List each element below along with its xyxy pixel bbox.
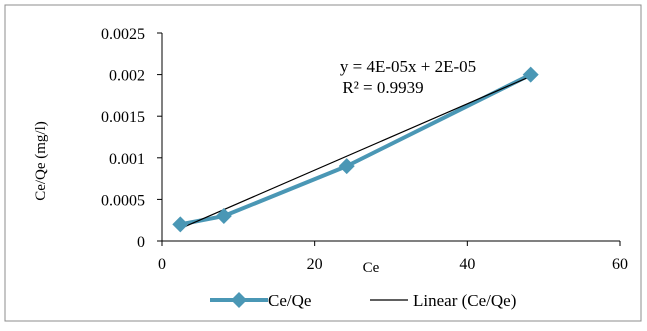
x-tick-label-60: 60 [612,256,628,273]
series-line-ce-qe [179,72,532,227]
series-layer [172,66,539,233]
x-tick-group: 0 20 40 60 [158,241,628,273]
trendline-equation: y = 4E-05x + 2E-05 [340,57,476,76]
trendline-r-squared: R² = 0.9939 [342,78,423,97]
data-point-ce-qe-4 [522,66,539,83]
series-line-linear-trendline [180,75,531,230]
y-tick-label-0-0005: 0.0005 [101,192,145,209]
x-axis-label: Ce [363,260,380,276]
data-point-ce-qe-1 [172,216,189,233]
data-point-ce-qe-2 [215,208,232,225]
data-point-ce-qe-3 [338,158,355,175]
y-tick-label-0-001: 0.001 [109,151,145,168]
x-tick-label-40: 40 [459,256,475,273]
legend: Ce/Qe Linear (Ce/Qe) [210,291,516,310]
x-tick-label-20: 20 [307,256,323,273]
legend-swatch-ce-qe-marker [231,292,247,308]
y-tick-label-0-0015: 0.0015 [101,109,145,126]
legend-label-linear: Linear (Ce/Qe) [413,291,516,310]
y-tick-label-0-0025: 0.0025 [101,26,145,43]
x-tick-label-0: 0 [158,256,166,273]
y-axis-label: Ce/Qe (mg/l) [33,121,49,201]
legend-label-ce-qe: Ce/Qe [268,291,311,310]
y-tick-label-0-002: 0.002 [109,68,145,85]
y-tick-group: 0 0.0005 0.001 0.0015 0.002 0.0025 [101,26,162,251]
chart-frame [4,4,642,322]
y-tick-label-0: 0 [137,234,145,251]
